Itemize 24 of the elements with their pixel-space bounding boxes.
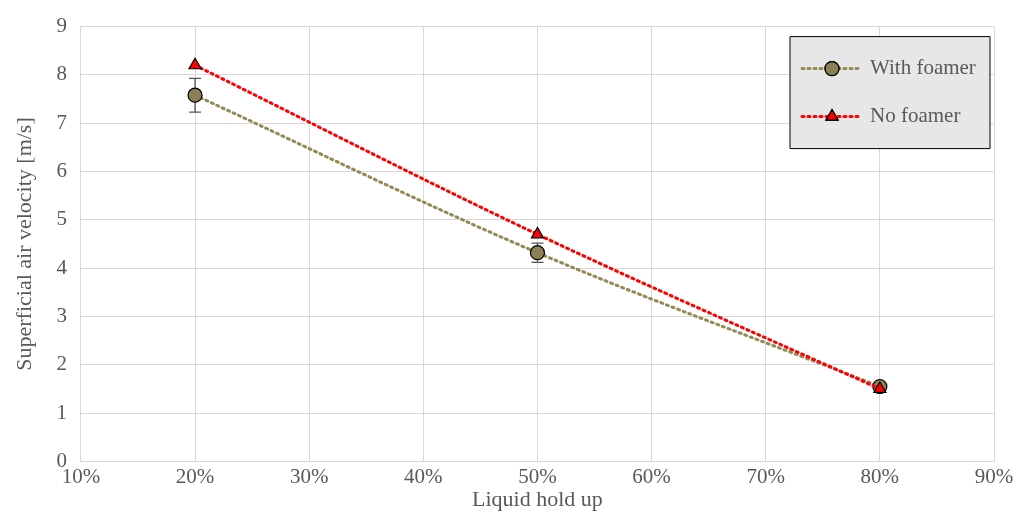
point <box>188 57 202 70</box>
x-tick-label: 70% <box>746 463 785 488</box>
x-tick-label: 60% <box>632 463 671 488</box>
y-tick-label: 9 <box>56 13 67 38</box>
y-tick-label: 5 <box>56 206 67 231</box>
x-tick-label: 80% <box>860 463 900 488</box>
y-tick-label: 2 <box>56 351 67 376</box>
legend-label: No foamer <box>870 103 961 128</box>
y-axis-title: Superficial air velocity [m/s] <box>10 117 36 371</box>
y-tick-label: 8 <box>56 61 67 86</box>
x-tick-label: 50% <box>518 463 557 488</box>
point <box>187 87 203 103</box>
legend-label: With foamer <box>870 55 976 80</box>
x-tick-label: 20% <box>175 463 215 488</box>
y-tick-label: 6 <box>56 158 67 183</box>
y-tick-label: 3 <box>56 302 67 327</box>
x-tick-label: 90% <box>974 463 1014 488</box>
x-axis-title: Liquid hold up <box>472 485 603 511</box>
y-tick-label: 4 <box>56 254 68 279</box>
y-tick-label: 1 <box>56 399 67 424</box>
point <box>530 226 545 239</box>
y-tick-label: 7 <box>56 109 67 134</box>
x-tick-label: 40% <box>404 463 443 488</box>
x-tick-label: 30% <box>289 463 329 488</box>
